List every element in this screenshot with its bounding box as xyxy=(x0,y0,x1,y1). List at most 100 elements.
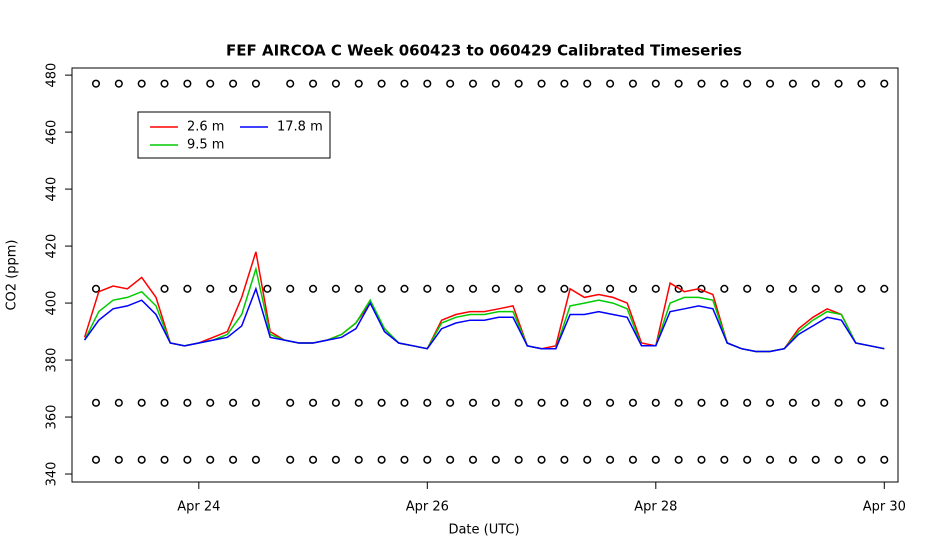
standard-point xyxy=(183,455,192,464)
standard-point xyxy=(251,398,260,407)
standard-point xyxy=(354,284,363,293)
standard-point xyxy=(160,79,169,88)
standard-point xyxy=(537,398,546,407)
y-tick-label: 440 xyxy=(45,177,60,202)
standard-point xyxy=(286,79,295,88)
standard-point xyxy=(606,398,615,407)
standard-point xyxy=(286,455,295,464)
standard-point xyxy=(377,284,386,293)
standard-point xyxy=(354,398,363,407)
standard-point xyxy=(446,284,455,293)
standard-point xyxy=(331,455,340,464)
standard-point xyxy=(628,284,637,293)
standard-point xyxy=(206,398,215,407)
standard-point xyxy=(765,455,775,464)
standard-point xyxy=(331,398,340,407)
standard-point xyxy=(229,79,238,88)
standard-point xyxy=(537,79,546,88)
standard-point xyxy=(423,398,432,407)
standard-point xyxy=(720,79,729,88)
standard-point xyxy=(400,455,409,464)
standard-point xyxy=(674,455,683,464)
x-tick-label: Apr 28 xyxy=(634,500,677,515)
standard-point xyxy=(537,284,546,293)
standard-point xyxy=(514,398,523,407)
standard-point xyxy=(468,455,478,464)
legend-label: 2.6 m xyxy=(187,120,224,135)
standard-point xyxy=(468,284,478,293)
series-line xyxy=(83,265,885,353)
standard-point xyxy=(491,284,500,293)
standard-point xyxy=(309,284,318,293)
y-tick-label: 460 xyxy=(45,120,60,145)
standard-point xyxy=(251,79,260,88)
standard-point xyxy=(263,284,272,293)
standard-point xyxy=(400,79,409,88)
standard-point xyxy=(880,284,889,293)
standard-point xyxy=(229,398,238,407)
standard-point xyxy=(114,455,123,464)
standard-point xyxy=(423,455,432,464)
standard-point xyxy=(446,79,455,88)
standard-point xyxy=(137,79,146,88)
standard-point xyxy=(160,284,169,293)
standard-point xyxy=(183,284,192,293)
standard-point xyxy=(606,284,615,293)
standard-point xyxy=(206,455,215,464)
x-tick-label: Apr 26 xyxy=(406,500,449,515)
standard-point xyxy=(446,455,455,464)
standard-point xyxy=(514,455,523,464)
legend-label: 9.5 m xyxy=(187,138,224,153)
standard-point xyxy=(377,398,386,407)
standard-point xyxy=(720,398,729,407)
standard-point xyxy=(674,79,683,88)
standard-point xyxy=(468,79,478,88)
standard-point xyxy=(400,398,409,407)
standard-point xyxy=(834,455,843,464)
chart-title: FEF AIRCOA C Week 060423 to 060429 Calib… xyxy=(226,42,742,60)
standard-point xyxy=(834,284,843,293)
standard-point xyxy=(423,79,432,88)
standard-point xyxy=(857,398,866,407)
standard-point xyxy=(857,455,866,464)
standard-point xyxy=(697,398,706,407)
standard-point xyxy=(183,79,192,88)
standard-point xyxy=(514,79,523,88)
standard-point xyxy=(880,455,889,464)
standard-point xyxy=(91,284,101,293)
standard-point xyxy=(446,398,455,407)
standard-point xyxy=(628,398,637,407)
standard-point xyxy=(628,79,637,88)
standard-point xyxy=(583,455,592,464)
standard-point xyxy=(880,79,889,88)
standard-point xyxy=(229,284,238,293)
standard-point xyxy=(560,455,569,464)
standard-point xyxy=(560,79,569,88)
standard-point xyxy=(400,284,409,293)
standard-point xyxy=(720,455,729,464)
standard-point xyxy=(765,79,775,88)
standard-point xyxy=(583,398,592,407)
x-tick-label: Apr 24 xyxy=(177,500,220,515)
standard-point xyxy=(331,79,340,88)
standard-point xyxy=(651,398,660,407)
standard-point xyxy=(788,284,797,293)
standard-point xyxy=(229,455,238,464)
x-axis-label: Date (UTC) xyxy=(448,523,519,538)
y-tick-label: 420 xyxy=(45,234,60,259)
y-tick-label: 360 xyxy=(45,405,60,430)
plot-frame xyxy=(71,67,899,483)
standard-point xyxy=(834,79,843,88)
standard-point xyxy=(583,284,592,293)
standard-point xyxy=(514,284,523,293)
standard-point xyxy=(628,455,637,464)
standard-point xyxy=(697,79,706,88)
standard-point xyxy=(251,455,260,464)
x-tick-label: Apr 30 xyxy=(863,500,906,515)
series-line xyxy=(83,251,885,353)
standard-point xyxy=(206,79,215,88)
standard-point xyxy=(377,79,386,88)
standard-point xyxy=(606,79,615,88)
y-tick-label: 340 xyxy=(45,462,60,487)
standard-point xyxy=(788,79,797,88)
